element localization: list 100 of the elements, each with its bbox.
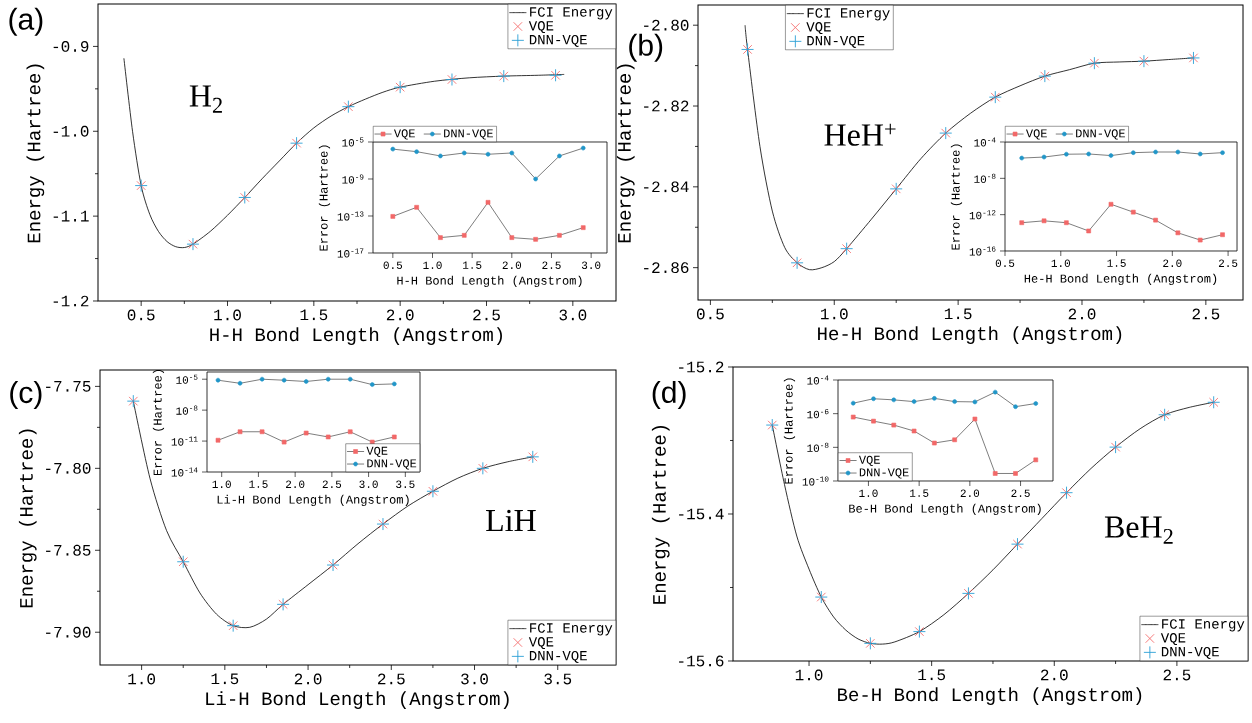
point [303, 379, 309, 384]
y-axis-title: Error (Hartree) [318, 145, 331, 251]
point [1064, 220, 1069, 226]
x-tick-label: 2.0 [960, 489, 980, 497]
y-tick-label: 10$^{-5}$ [342, 137, 364, 147]
point [414, 205, 419, 210]
y-tick-label: 10$^{-17}$ [337, 248, 364, 258]
y-tick-label: -7.85 [46, 544, 91, 556]
point [533, 176, 538, 182]
x-tick-label: 1.0 [128, 673, 156, 685]
x-tick-label: 1.5 [211, 673, 239, 685]
point [580, 225, 586, 230]
x-tick-label: 2.5 [473, 309, 500, 321]
x-tick-label: 1.0 [423, 261, 442, 269]
point [1064, 151, 1069, 157]
x-tick-label: 1.0 [859, 489, 878, 497]
annotation: HeH$^{+}$ [824, 123, 896, 146]
legend-label: DNN-VQE [529, 650, 587, 663]
y-tick-label: -2.82 [644, 100, 689, 112]
x-tick-label: 1.5 [1107, 259, 1126, 267]
legend-label: FCI Energy [530, 623, 613, 636]
point [1197, 237, 1203, 243]
point [891, 422, 897, 428]
point [1013, 404, 1018, 409]
legend-label: VQE [806, 22, 831, 35]
x-axis-title: Be-H Bond Length (Angstrom) [849, 503, 1041, 516]
point [347, 376, 353, 382]
point [1033, 457, 1039, 463]
point [992, 471, 998, 476]
point [509, 235, 515, 240]
legend-label: DNN-VQE [529, 34, 587, 47]
annotation: BeH$_{2}$ [1104, 516, 1173, 544]
y-tick-label: -7.75 [46, 381, 91, 392]
point [871, 396, 876, 402]
x-tick-label: 2.5 [1011, 489, 1030, 497]
point [891, 397, 897, 403]
x-tick-label: 2.5 [542, 261, 561, 269]
y-tick-label: -2.80 [644, 19, 689, 31]
x-tick-label: 1.5 [910, 489, 929, 497]
annotation: H$_{2}$ [189, 85, 222, 113]
y-tick-label: 10$^{-6}$ [807, 409, 829, 419]
legend-label: DNN-VQE [807, 35, 865, 48]
x-tick-label: 0.5 [995, 259, 1015, 267]
point [392, 434, 397, 440]
x-tick-label: 1.0 [1051, 259, 1071, 267]
y-axis-title: Error (Hartree) [783, 378, 796, 484]
x-tick-label: 2.5 [1192, 308, 1220, 320]
y-tick-label: 10$^{-14}$ [171, 467, 198, 477]
legend-label: DNN-VQE [859, 468, 909, 479]
y-tick-label: 10$^{-9}$ [342, 174, 364, 184]
point [850, 400, 856, 406]
point [438, 235, 443, 240]
point [392, 381, 397, 387]
point [461, 150, 467, 156]
y-tick-label: -7.90 [46, 626, 91, 638]
point [347, 429, 353, 435]
text: (b) [629, 33, 663, 62]
point [237, 381, 243, 386]
point [1220, 232, 1225, 238]
y-tick-label: -0.9 [53, 41, 89, 52]
y-tick-label: -1.2 [53, 295, 89, 307]
point [1033, 401, 1039, 406]
x-tick-label: 3.0 [559, 309, 587, 321]
point [259, 376, 265, 382]
point [972, 416, 978, 422]
x-tick-label: 2.0 [1041, 669, 1068, 681]
legend-label: FCI Energy [530, 7, 613, 20]
point [259, 429, 265, 435]
point [952, 399, 957, 404]
y-tick-label: 10$^{-12}$ [969, 210, 996, 220]
legend-label: VQE [858, 455, 880, 467]
point [557, 233, 562, 238]
y-tick-label: -2.86 [644, 262, 689, 274]
x-tick-label: 2.5 [1163, 669, 1191, 681]
x-tick-label: 2.0 [1068, 308, 1096, 320]
x-tick-label: 2.5 [322, 480, 342, 488]
point [438, 153, 443, 159]
x-axis-title: Li-H Bond Length (Angstrom) [217, 494, 409, 507]
point [932, 440, 937, 446]
y-tick-label: -15.2 [679, 361, 724, 373]
annotation: LiH [486, 509, 536, 532]
point [369, 382, 375, 387]
point [1086, 151, 1091, 157]
x-tick-label: 2.0 [1163, 259, 1182, 267]
point [850, 414, 856, 420]
x-tick-label: 1.0 [212, 480, 231, 488]
text: (a) [9, 7, 43, 36]
point [911, 428, 917, 434]
point [237, 429, 243, 435]
legend-label: VQE [1025, 129, 1047, 140]
legend-label: FCI Energy [807, 8, 890, 21]
x-tick-label: 2.0 [286, 480, 305, 488]
point [932, 396, 937, 401]
y-tick-label: 10$^{-5}$ [176, 374, 198, 384]
point [1153, 217, 1158, 223]
point [992, 389, 998, 395]
y-tick-label: 10$^{-8}$ [176, 405, 198, 415]
y-tick-label: 10$^{-10}$ [802, 476, 829, 486]
point [325, 376, 331, 382]
x-axis-title: Be-H Bond Length (Angstrom) [838, 687, 1142, 705]
